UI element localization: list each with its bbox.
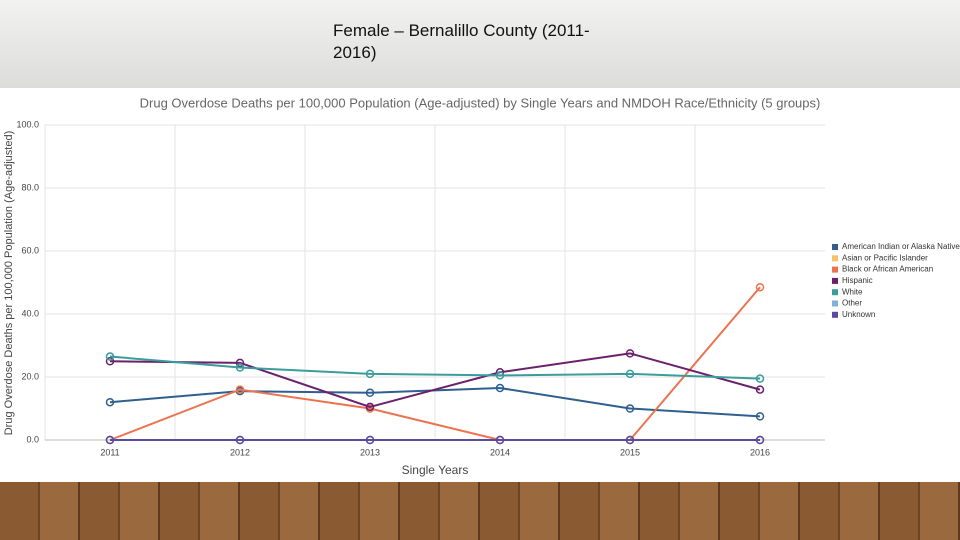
slide-header [0, 0, 960, 88]
chart-title: Drug Overdose Deaths per 100,000 Populat… [140, 95, 821, 110]
data-point [235, 363, 245, 372]
y-tick-label: 20.0 [21, 371, 39, 381]
y-tick-label: 100.0 [16, 119, 39, 129]
y-axis-label: Drug Overdose Deaths per 100,000 Populat… [3, 131, 15, 436]
legend-swatch [832, 300, 838, 307]
data-point [755, 374, 765, 383]
data-point [105, 397, 115, 407]
slide-title: Female – Bernalillo County (2011-2016) [333, 21, 590, 62]
legend-swatch [832, 277, 838, 284]
x-axis-label: Single Years [402, 463, 469, 477]
legend-label: Unknown [842, 310, 875, 319]
data-point [755, 412, 765, 421]
data-point [105, 352, 115, 361]
x-tick-label: 2012 [230, 447, 250, 457]
series-line [109, 286, 761, 441]
series-line [109, 352, 761, 408]
legend-swatch [832, 244, 838, 250]
data-point [495, 435, 505, 445]
legend-label: Hispanic [842, 276, 873, 285]
x-tick-label: 2015 [620, 447, 640, 457]
data-point [365, 435, 375, 445]
y-tick-label: 40.0 [21, 308, 39, 318]
legend-label: American Indian or Alaska Native [842, 242, 960, 251]
data-point [755, 435, 765, 445]
data-point [105, 435, 115, 445]
data-point [235, 358, 245, 368]
data-point [755, 282, 765, 292]
legend-label: White [842, 287, 863, 296]
data-point [105, 357, 115, 366]
y-tick-label: 0.0 [26, 434, 39, 444]
data-point [365, 402, 375, 412]
y-tick-label: 80.0 [21, 182, 39, 192]
legend-label: Other [842, 299, 862, 308]
legend-swatch [832, 311, 838, 318]
x-tick-label: 2014 [490, 447, 510, 457]
chart-background [0, 88, 960, 482]
x-tick-label: 2016 [750, 447, 770, 457]
data-point [755, 385, 765, 394]
data-point [235, 385, 245, 394]
legend-swatch [832, 266, 838, 273]
legend-label: Black or African American [842, 265, 933, 274]
data-point [625, 435, 635, 445]
y-tick-label: 60.0 [21, 245, 39, 255]
chart: Drug Overdose Deaths per 100,000 Populat… [0, 88, 960, 482]
x-tick-label: 2013 [360, 447, 380, 457]
data-point [625, 369, 635, 379]
data-point [495, 371, 505, 380]
legend-swatch [832, 255, 838, 262]
data-point [495, 383, 505, 393]
data-point [365, 388, 375, 397]
data-point [625, 404, 635, 413]
data-point [235, 435, 245, 445]
legend-label: Asian or Pacific Islander [842, 253, 928, 262]
series-line [109, 355, 761, 380]
data-point [625, 349, 635, 358]
x-tick-label: 2011 [100, 447, 119, 457]
data-point [365, 369, 375, 379]
wood-floor [0, 482, 960, 540]
legend-swatch [832, 289, 838, 296]
